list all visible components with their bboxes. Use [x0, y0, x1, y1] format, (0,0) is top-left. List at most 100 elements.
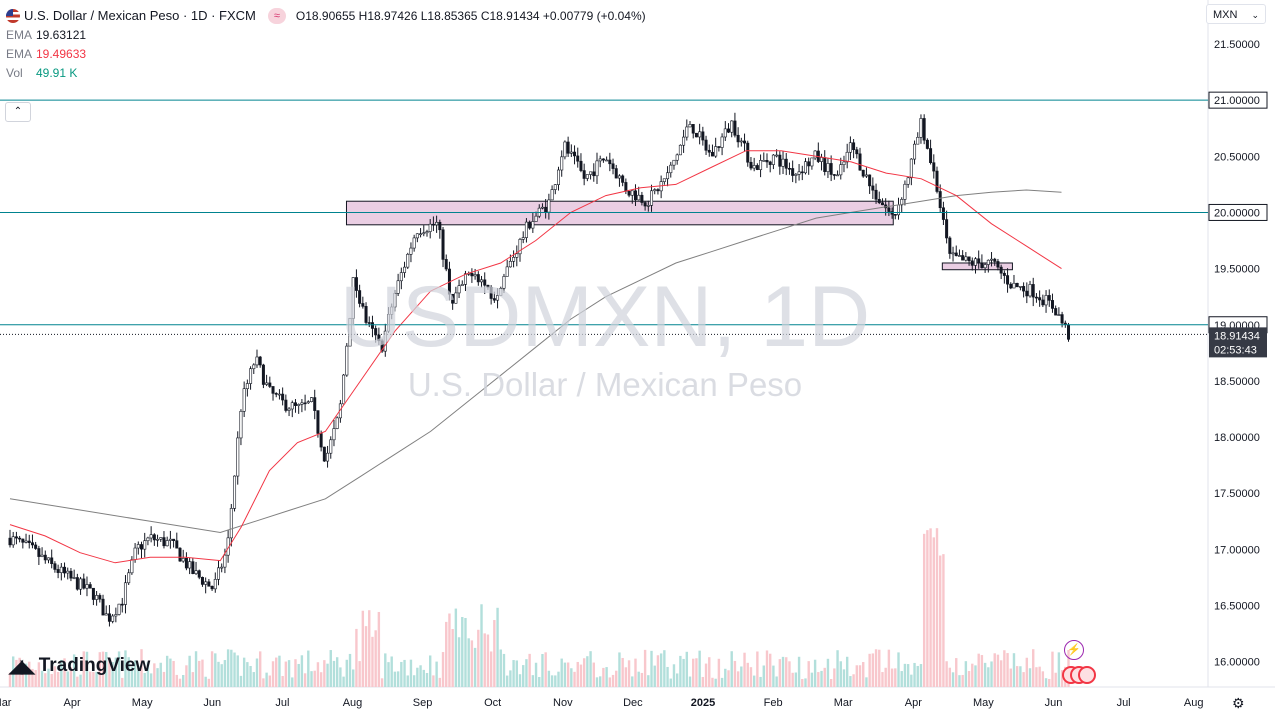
candle-body[interactable] — [929, 148, 933, 163]
candle-body[interactable] — [95, 595, 99, 600]
candle-body[interactable] — [152, 534, 156, 541]
candle-body[interactable] — [784, 158, 788, 169]
candle-body[interactable] — [310, 397, 314, 402]
candle-body[interactable] — [839, 164, 843, 176]
candle-body[interactable] — [499, 287, 503, 296]
candle-body[interactable] — [893, 213, 897, 216]
candle-body[interactable] — [409, 247, 413, 255]
ema-fast-line[interactable] — [9, 150, 1062, 564]
candle-body[interactable] — [945, 219, 949, 239]
candle-body[interactable] — [261, 364, 265, 385]
candle-body[interactable] — [701, 131, 705, 141]
candle-body[interactable] — [633, 190, 637, 201]
candle-body[interactable] — [778, 154, 782, 167]
candle-body[interactable] — [156, 538, 160, 541]
candle-body[interactable] — [454, 292, 458, 304]
candle-body[interactable] — [678, 144, 682, 156]
candle-body[interactable] — [848, 142, 852, 153]
candle-body[interactable] — [521, 237, 525, 240]
candle-body[interactable] — [396, 280, 400, 294]
candle-body[interactable] — [746, 142, 750, 163]
candle-body[interactable] — [909, 158, 913, 179]
candle-body[interactable] — [1047, 295, 1051, 301]
candle-body[interactable] — [223, 554, 227, 568]
candle-body[interactable] — [566, 141, 570, 154]
candle-body[interactable] — [877, 198, 881, 204]
candle-body[interactable] — [367, 322, 371, 324]
candle-body[interactable] — [496, 295, 500, 301]
candle-body[interactable] — [303, 402, 307, 405]
candle-body[interactable] — [265, 382, 269, 385]
candle-body[interactable] — [967, 256, 971, 262]
candle-body[interactable] — [993, 258, 997, 262]
candle-body[interactable] — [874, 189, 878, 200]
candle-body[interactable] — [370, 322, 374, 329]
candle-body[interactable] — [140, 544, 144, 550]
candle-body[interactable] — [666, 172, 670, 180]
candle-body[interactable] — [977, 258, 981, 264]
candle-body[interactable] — [277, 393, 281, 396]
candle-body[interactable] — [470, 273, 474, 277]
candle-body[interactable] — [258, 356, 262, 366]
candle-body[interactable] — [194, 570, 198, 574]
candle-body[interactable] — [707, 149, 711, 153]
candle-body[interactable] — [505, 266, 509, 277]
candle-body[interactable] — [255, 356, 259, 366]
candle-body[interactable] — [431, 223, 435, 226]
candle-body[interactable] — [117, 603, 121, 615]
candle-body[interactable] — [1060, 314, 1064, 324]
support-zone-0[interactable] — [345, 200, 894, 226]
candle-body[interactable] — [954, 252, 958, 257]
candle-body[interactable] — [37, 548, 41, 557]
candle-body[interactable] — [399, 272, 403, 282]
candle-body[interactable] — [101, 598, 105, 616]
candle-body[interactable] — [813, 150, 817, 159]
candle-body[interactable] — [300, 402, 304, 405]
candle-body[interactable] — [403, 266, 407, 273]
candle-body[interactable] — [842, 161, 846, 165]
candle-body[interactable] — [1050, 300, 1054, 309]
candle-body[interactable] — [236, 437, 240, 477]
candle-body[interactable] — [284, 399, 288, 411]
candle-body[interactable] — [544, 206, 548, 213]
candle-body[interactable] — [386, 314, 390, 332]
candle-body[interactable] — [21, 538, 25, 543]
currency-flags-icon[interactable] — [1062, 666, 1096, 686]
candle-body[interactable] — [794, 173, 798, 176]
candle-body[interactable] — [1057, 314, 1061, 316]
candle-body[interactable] — [903, 183, 907, 200]
candle-body[interactable] — [653, 189, 657, 192]
candle-body[interactable] — [281, 393, 285, 401]
candle-body[interactable] — [826, 163, 830, 172]
candle-body[interactable] — [483, 279, 487, 286]
candle-body[interactable] — [864, 174, 868, 177]
candle-body[interactable] — [797, 171, 801, 175]
candle-body[interactable] — [502, 276, 506, 289]
candle-body[interactable] — [297, 404, 301, 406]
candle-body[interactable] — [627, 190, 631, 196]
candle-body[interactable] — [1034, 296, 1038, 299]
candle-body[interactable] — [762, 160, 766, 162]
candle-body[interactable] — [104, 613, 108, 616]
candle-body[interactable] — [608, 159, 612, 165]
candle-body[interactable] — [172, 538, 176, 541]
candle-body[interactable] — [11, 536, 15, 546]
indicator-volume[interactable]: Vol 49.91 K — [6, 65, 78, 80]
candle-body[interactable] — [614, 168, 618, 179]
candle-body[interactable] — [178, 547, 182, 562]
candle-body[interactable] — [415, 233, 419, 239]
candle-body[interactable] — [621, 175, 625, 183]
candle-body[interactable] — [197, 570, 201, 578]
candle-body[interactable] — [480, 279, 484, 283]
candle-body[interactable] — [630, 190, 634, 196]
candle-body[interactable] — [932, 162, 936, 172]
candle-body[interactable] — [775, 154, 779, 157]
candle-body[interactable] — [787, 168, 791, 170]
candle-body[interactable] — [200, 576, 204, 585]
candle-body[interactable] — [66, 570, 70, 574]
candle-body[interactable] — [685, 126, 689, 138]
candle-body[interactable] — [489, 286, 493, 299]
candle-body[interactable] — [184, 558, 188, 569]
candle-body[interactable] — [759, 160, 763, 170]
candle-body[interactable] — [832, 174, 836, 176]
